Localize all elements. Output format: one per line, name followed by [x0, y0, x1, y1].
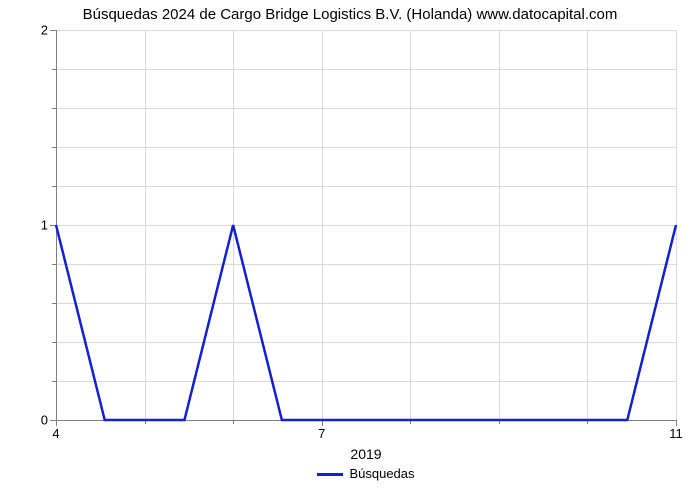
- chart-title: Búsquedas 2024 de Cargo Bridge Logistics…: [0, 6, 700, 23]
- series-line: [56, 30, 676, 420]
- plot-area: 01247112019Búsquedas: [56, 30, 676, 420]
- x-major-tick: [56, 420, 57, 426]
- x-minor-tick: [233, 420, 234, 424]
- x-major-tick: [676, 420, 677, 426]
- legend: Búsquedas: [56, 466, 676, 481]
- legend-label: Búsquedas: [349, 466, 414, 481]
- legend-swatch: [317, 473, 343, 476]
- gridline-vertical: [676, 30, 677, 420]
- chart-container: Búsquedas 2024 de Cargo Bridge Logistics…: [0, 0, 700, 500]
- x-axis-label: 2019: [56, 446, 676, 462]
